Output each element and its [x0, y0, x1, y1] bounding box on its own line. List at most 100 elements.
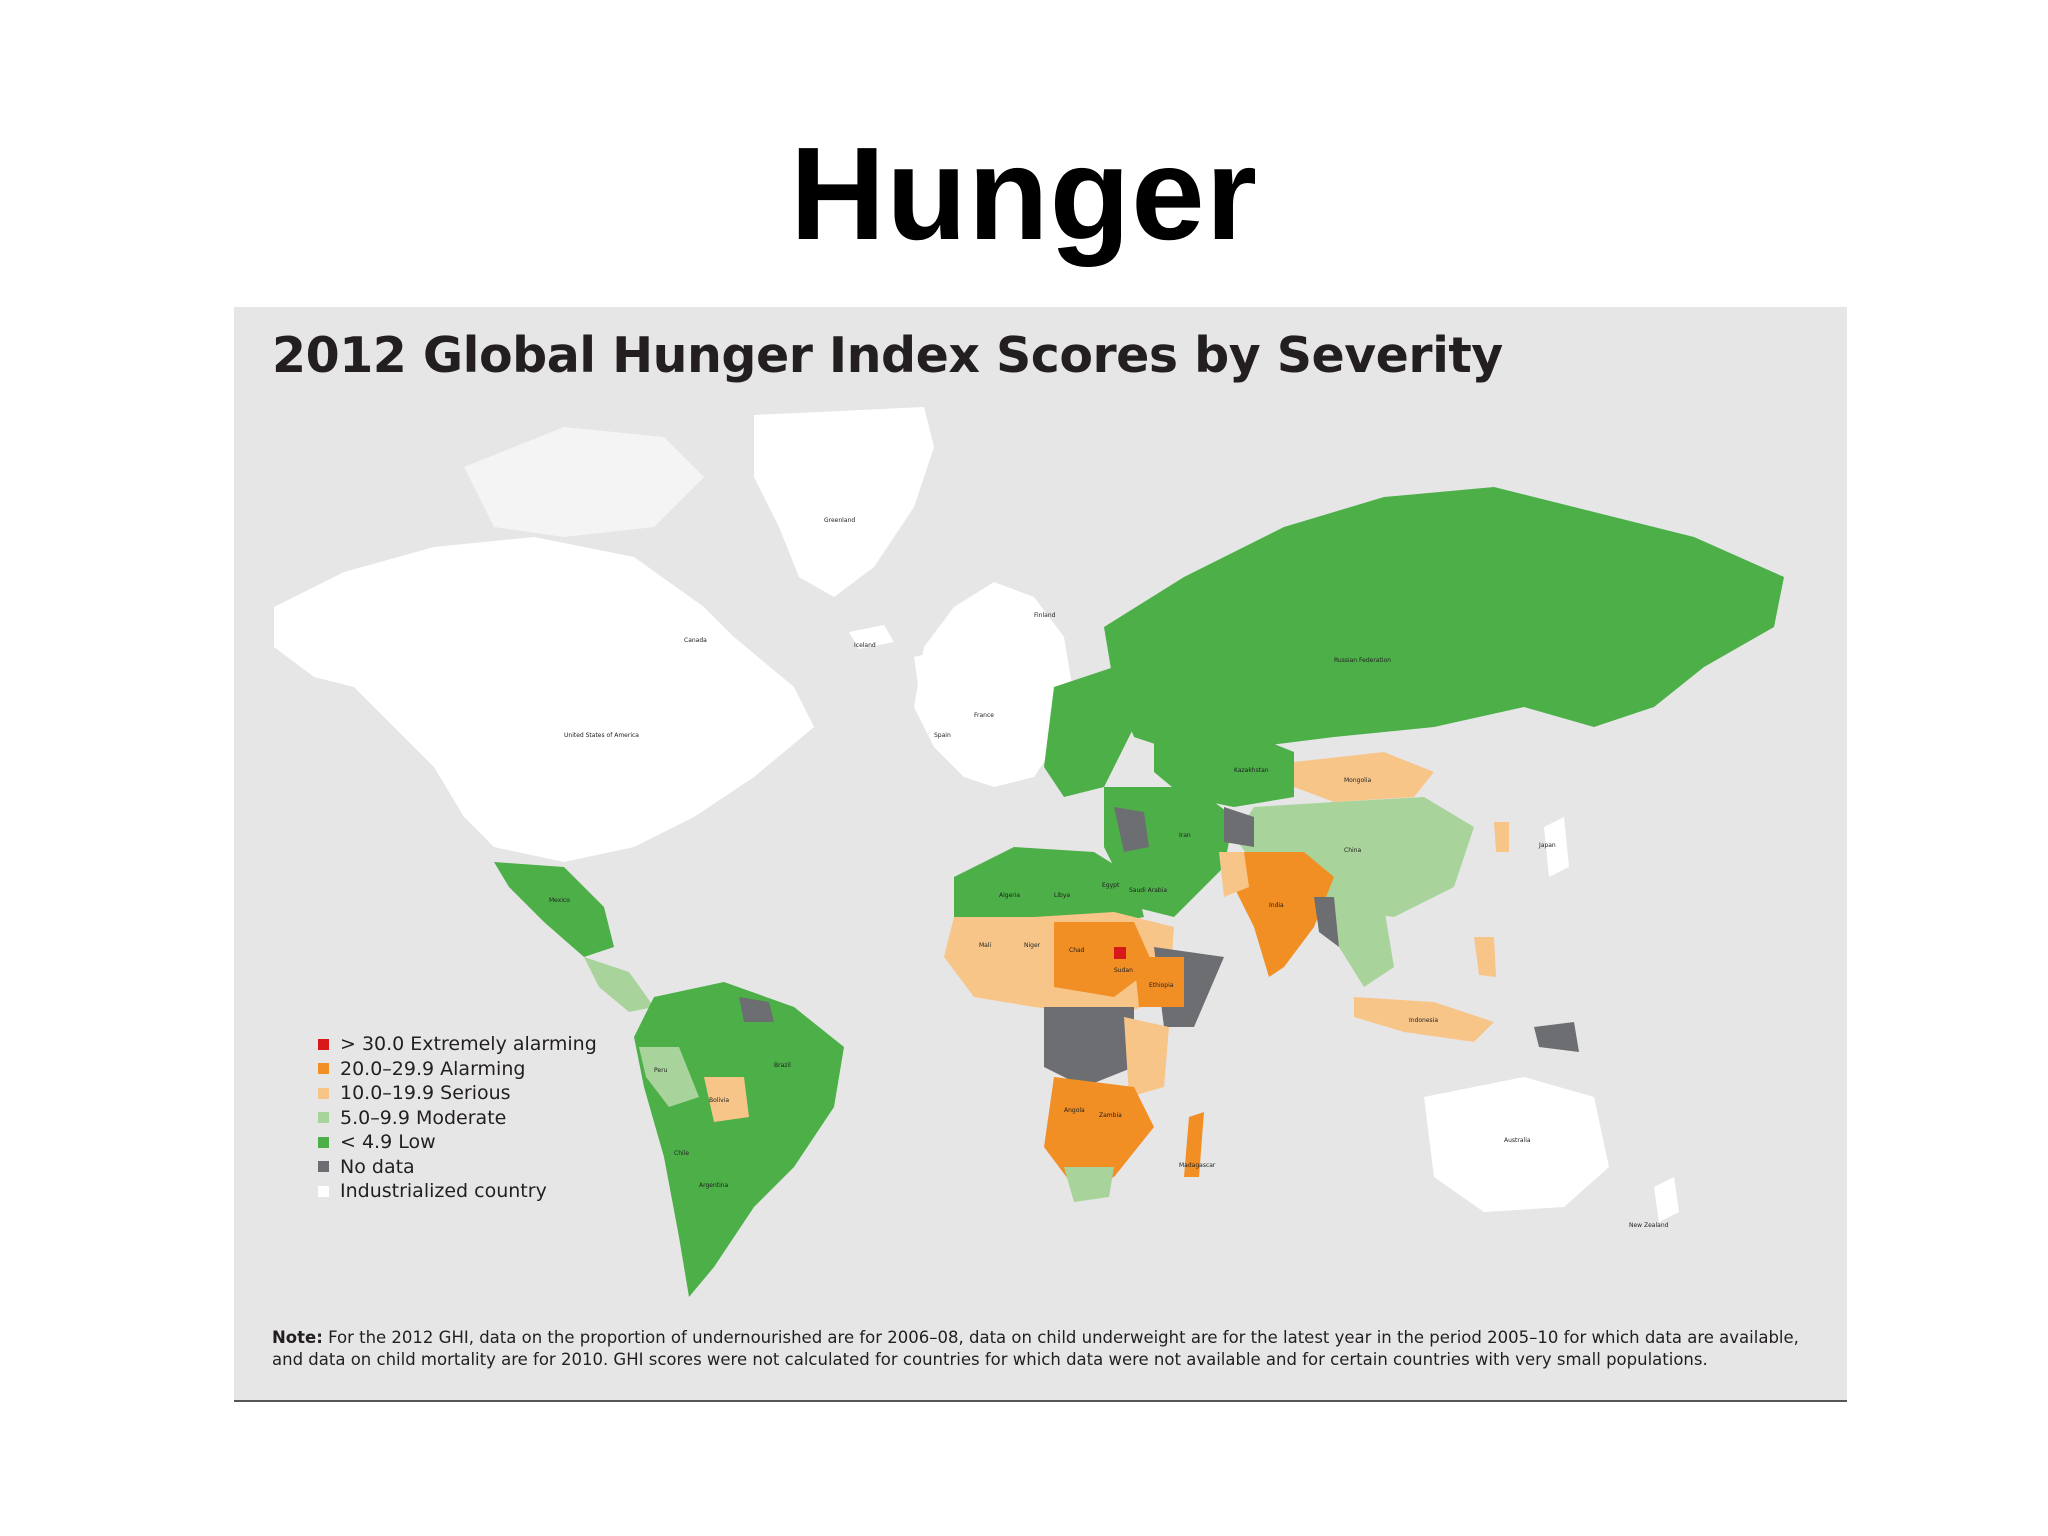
- legend-item: > 30.0 Extremely alarming: [318, 1032, 597, 1057]
- region-philippines: [1474, 937, 1496, 977]
- country-label: Russian Federation: [1334, 657, 1391, 664]
- legend-label: 10.0–19.9 Serious: [340, 1082, 511, 1105]
- legend-item: Industrialized country: [318, 1179, 597, 1204]
- legend-label: > 30.0 Extremely alarming: [340, 1033, 597, 1056]
- country-label: Greenland: [824, 517, 855, 524]
- region-north-america: [274, 537, 814, 862]
- region-north-africa: [954, 847, 1144, 932]
- legend-label: No data: [340, 1155, 415, 1178]
- country-label: New Zealand: [1629, 1222, 1669, 1229]
- region-myanmar: [1314, 897, 1339, 947]
- region-russia: [1104, 487, 1784, 757]
- country-label: Iceland: [854, 642, 876, 649]
- legend-swatch: [318, 1185, 329, 1197]
- country-label: France: [974, 712, 994, 719]
- legend-item: 5.0–9.9 Moderate: [318, 1106, 597, 1131]
- region-pakistan: [1219, 852, 1249, 897]
- country-label: Niger: [1024, 942, 1041, 949]
- legend-item: < 4.9 Low: [318, 1130, 597, 1155]
- country-label: Angola: [1064, 1107, 1085, 1114]
- legend-swatch: [318, 1161, 329, 1173]
- country-label: Spain: [934, 732, 951, 739]
- legend-item: 10.0–19.9 Serious: [318, 1081, 597, 1106]
- region-guyana-area: [739, 997, 774, 1022]
- country-label: Iran: [1179, 832, 1191, 839]
- country-label: Libya: [1054, 892, 1070, 899]
- region-eastern-europe: [1044, 667, 1134, 797]
- region-mexico: [494, 862, 614, 957]
- country-label: Argentina: [699, 1182, 729, 1189]
- region-iraq-syria-nodata: [1114, 807, 1149, 852]
- country-label: Finland: [1034, 612, 1056, 619]
- region-central-america: [584, 957, 654, 1012]
- country-label: Ethiopia: [1149, 982, 1174, 989]
- region-south-africa: [1064, 1167, 1114, 1202]
- region-png: [1534, 1022, 1579, 1052]
- region-extreme-1: [1114, 947, 1126, 959]
- region-arctic-islands: [464, 427, 704, 537]
- region-east-africa: [1124, 1017, 1169, 1097]
- slide-title: Hunger: [790, 120, 1258, 267]
- legend-swatch: [318, 1038, 329, 1050]
- country-label: Peru: [654, 1067, 668, 1074]
- region-central-africa: [1044, 1007, 1134, 1087]
- map-legend: > 30.0 Extremely alarming 20.0–29.9 Alar…: [318, 1032, 597, 1204]
- region-bolivia: [704, 1077, 749, 1122]
- region-afghanistan: [1224, 807, 1254, 847]
- note-label: Note:: [272, 1328, 323, 1347]
- map-title: 2012 Global Hunger Index Scores by Sever…: [272, 327, 1503, 384]
- country-label: Madagascar: [1179, 1162, 1216, 1169]
- region-mongolia: [1294, 752, 1434, 802]
- country-label: Bolivia: [709, 1097, 729, 1104]
- country-label: Kazakhstan: [1234, 767, 1269, 774]
- country-label: Mongolia: [1344, 777, 1371, 784]
- legend-swatch: [318, 1136, 329, 1148]
- country-label: Canada: [684, 637, 707, 644]
- region-peru: [639, 1047, 699, 1107]
- map-figure: 2012 Global Hunger Index Scores by Sever…: [234, 307, 1847, 1402]
- country-label: Algeria: [999, 892, 1020, 899]
- country-label: Australia: [1504, 1137, 1531, 1144]
- country-label: Egypt: [1102, 882, 1120, 889]
- region-indonesia: [1354, 997, 1494, 1042]
- legend-swatch: [318, 1087, 329, 1099]
- country-label: Chad: [1069, 947, 1085, 954]
- legend-swatch: [318, 1112, 329, 1124]
- region-india: [1234, 852, 1334, 977]
- legend-swatch: [318, 1063, 329, 1075]
- region-chad-sudan: [1054, 922, 1154, 997]
- legend-label: 5.0–9.9 Moderate: [340, 1106, 507, 1129]
- region-southeast-asia: [1334, 897, 1394, 987]
- region-australia: [1424, 1077, 1609, 1212]
- region-madagascar: [1184, 1112, 1204, 1177]
- country-label: Mexico: [549, 897, 570, 904]
- country-label: United States of America: [564, 732, 639, 739]
- country-label: Zambia: [1099, 1112, 1122, 1119]
- region-greenland: [754, 407, 934, 597]
- region-japan: [1544, 817, 1569, 877]
- country-label: Japan: [1538, 842, 1556, 849]
- region-europe: [914, 582, 1074, 787]
- region-korea: [1494, 822, 1509, 852]
- legend-label: Industrialized country: [340, 1180, 547, 1203]
- country-label: China: [1344, 847, 1361, 854]
- country-label: Sudan: [1114, 967, 1133, 974]
- country-label: Saudi Arabia: [1129, 887, 1167, 894]
- region-ethiopia: [1134, 957, 1184, 1007]
- country-label: Brazil: [774, 1062, 791, 1069]
- region-uk: [914, 652, 939, 692]
- region-south-america: [634, 982, 844, 1297]
- legend-label: < 4.9 Low: [340, 1131, 436, 1154]
- country-label: Mali: [979, 942, 992, 949]
- region-iceland: [849, 625, 894, 649]
- region-southern-africa: [1044, 1077, 1154, 1187]
- map-note: Note: For the 2012 GHI, data on the prop…: [272, 1327, 1812, 1371]
- note-text: For the 2012 GHI, data on the proportion…: [272, 1328, 1799, 1369]
- country-label: Indonesia: [1409, 1017, 1438, 1024]
- legend-item: 20.0–29.9 Alarming: [318, 1057, 597, 1082]
- country-label: Chile: [674, 1150, 689, 1157]
- legend-label: 20.0–29.9 Alarming: [340, 1057, 526, 1080]
- country-label: India: [1269, 902, 1284, 909]
- region-new-zealand: [1654, 1177, 1679, 1222]
- world-map: Greenland Canada United States of Americ…: [274, 407, 1784, 1297]
